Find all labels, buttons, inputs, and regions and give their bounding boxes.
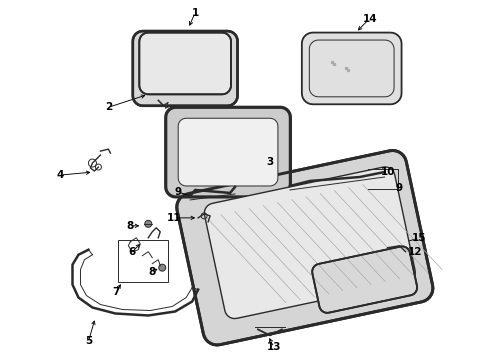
Text: 6: 6: [129, 247, 136, 257]
Text: 5: 5: [85, 336, 92, 346]
Text: 2: 2: [105, 102, 112, 112]
Polygon shape: [302, 32, 401, 104]
Text: 12: 12: [408, 247, 423, 257]
Polygon shape: [312, 246, 417, 313]
Text: 7: 7: [113, 287, 120, 297]
Text: 11: 11: [167, 213, 181, 223]
Polygon shape: [166, 107, 291, 197]
Text: 9: 9: [396, 183, 403, 193]
Text: 3: 3: [266, 157, 273, 167]
Text: 15: 15: [412, 233, 427, 243]
Text: 8: 8: [148, 267, 156, 276]
Text: 1: 1: [192, 8, 199, 18]
Text: 10: 10: [380, 167, 395, 177]
Text: 14: 14: [362, 14, 377, 24]
Text: 9: 9: [174, 187, 182, 197]
Polygon shape: [177, 150, 433, 345]
Circle shape: [145, 220, 152, 227]
Text: 13: 13: [267, 342, 281, 352]
Polygon shape: [178, 118, 278, 186]
Polygon shape: [139, 32, 231, 94]
Text: 4: 4: [57, 170, 64, 180]
Circle shape: [159, 264, 166, 271]
Polygon shape: [204, 167, 416, 319]
Text: 8: 8: [127, 221, 134, 231]
Polygon shape: [133, 31, 238, 106]
